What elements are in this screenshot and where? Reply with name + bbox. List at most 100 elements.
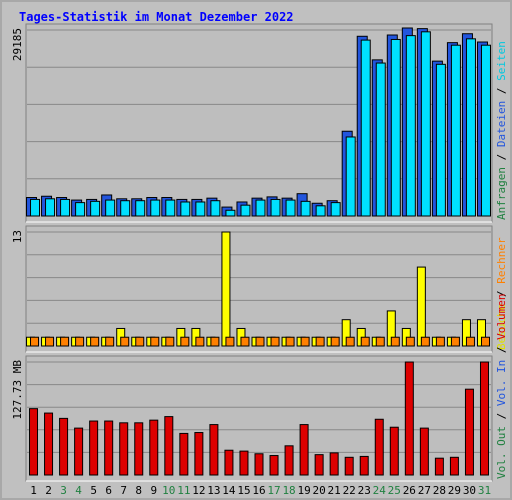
day-label-25: 25 <box>388 484 401 497</box>
bar-besuche-14 <box>221 231 231 347</box>
day-label-7: 7 <box>120 484 127 497</box>
bar-rechner-24 <box>375 336 385 347</box>
bar-rechner-25 <box>390 336 400 347</box>
bar-volumen-30 <box>464 388 474 476</box>
day-label-2: 2 <box>45 484 52 497</box>
day-label-22: 22 <box>343 484 356 497</box>
bar-volumen-10 <box>164 416 174 476</box>
bar-rechner-21 <box>330 336 340 347</box>
bar-rechner-26 <box>405 336 415 347</box>
legend-separator: / <box>495 81 508 101</box>
bar-dateien-31 <box>480 44 491 217</box>
bar-dateien-11 <box>180 201 191 217</box>
bar-volumen-27 <box>419 427 429 476</box>
bar-volumen-2 <box>44 412 54 476</box>
bar-dateien-7 <box>120 200 131 217</box>
bar-dateien-22 <box>345 136 356 217</box>
panel-visits <box>25 225 493 353</box>
bar-rechner-12 <box>195 336 205 347</box>
bar-rechner-8 <box>135 336 145 347</box>
bar-dateien-16 <box>255 199 266 217</box>
bar-volumen-19 <box>299 424 309 476</box>
right-legend-requests: Anfragen / Dateien / Seiten <box>495 41 508 220</box>
legend-separator: / <box>495 406 508 426</box>
legend-vol-in: Vol. In <box>495 360 508 406</box>
bar-rechner-29 <box>450 336 460 347</box>
day-label-4: 4 <box>75 484 82 497</box>
bar-dateien-19 <box>300 200 311 217</box>
day-label-20: 20 <box>313 484 326 497</box>
bar-rechner-30 <box>465 336 475 347</box>
bar-volumen-8 <box>134 422 144 476</box>
legend-rechner: Rechner <box>495 237 508 284</box>
bar-dateien-13 <box>210 200 221 217</box>
day-label-26: 26 <box>403 484 416 497</box>
bar-rechner-16 <box>255 336 265 347</box>
bar-dateien-3 <box>60 198 71 217</box>
bar-rechner-15 <box>240 336 250 347</box>
bar-dateien-12 <box>195 201 206 217</box>
bar-volumen-17 <box>269 455 279 476</box>
bar-rechner-27 <box>420 336 430 347</box>
bar-volumen-11 <box>179 432 189 476</box>
bar-volumen-18 <box>284 445 294 476</box>
bar-rechner-11 <box>180 336 190 347</box>
day-label-1: 1 <box>30 484 37 497</box>
day-label-31: 31 <box>478 484 491 497</box>
day-label-28: 28 <box>433 484 446 497</box>
day-label-8: 8 <box>135 484 142 497</box>
bar-rechner-28 <box>435 336 445 347</box>
day-label-12: 12 <box>192 484 205 497</box>
bar-dateien-26 <box>405 35 416 217</box>
bar-dateien-6 <box>105 199 116 217</box>
day-label-11: 11 <box>177 484 190 497</box>
bar-besuche-27 <box>416 266 426 347</box>
day-label-27: 27 <box>418 484 431 497</box>
day-label-14: 14 <box>222 484 236 497</box>
bar-rechner-22 <box>345 336 355 347</box>
day-label-29: 29 <box>448 484 461 497</box>
bar-dateien-1 <box>30 198 41 217</box>
legend-separator: / <box>495 284 508 304</box>
day-label-16: 16 <box>252 484 265 497</box>
bar-dateien-9 <box>150 199 161 217</box>
day-label-5: 5 <box>90 484 97 497</box>
bar-volumen-9 <box>149 419 159 476</box>
bar-rechner-14 <box>225 336 235 347</box>
bar-rechner-19 <box>300 336 310 347</box>
bar-dateien-28 <box>435 63 446 217</box>
bar-dateien-4 <box>75 202 86 217</box>
bar-dateien-14 <box>225 209 236 217</box>
bar-volumen-24 <box>374 418 384 476</box>
bar-rechner-10 <box>165 336 175 347</box>
bar-volumen-25 <box>389 426 399 476</box>
day-label-6: 6 <box>105 484 112 497</box>
bar-dateien-10 <box>165 199 176 217</box>
day-label-21: 21 <box>328 484 341 497</box>
bar-rechner-20 <box>315 336 325 347</box>
legend-anfragen: Anfragen <box>495 167 508 220</box>
bar-volumen-12 <box>194 432 204 476</box>
bar-rechner-6 <box>105 336 115 347</box>
bar-volumen-31 <box>479 361 489 476</box>
bar-dateien-15 <box>240 204 251 217</box>
bar-rechner-13 <box>210 336 220 347</box>
legend-vol-out: Vol. Out <box>495 426 508 479</box>
bar-dateien-30 <box>465 38 476 217</box>
bar-volumen-6 <box>104 420 114 476</box>
visits-ymax-label: 13 <box>11 230 24 243</box>
legend-seiten: Seiten <box>495 41 508 81</box>
day-label-24: 24 <box>373 484 387 497</box>
bar-rechner-18 <box>285 336 295 347</box>
bar-volumen-16 <box>254 453 264 476</box>
bar-rechner-23 <box>360 336 370 347</box>
bar-volumen-29 <box>449 456 459 476</box>
legend-separator: / <box>495 340 508 360</box>
bar-volumen-1 <box>29 408 39 476</box>
bar-dateien-17 <box>270 198 281 217</box>
volume-ymax-label: 127.73 MB <box>11 360 24 420</box>
day-label-15: 15 <box>237 484 250 497</box>
bar-volumen-5 <box>89 420 99 476</box>
